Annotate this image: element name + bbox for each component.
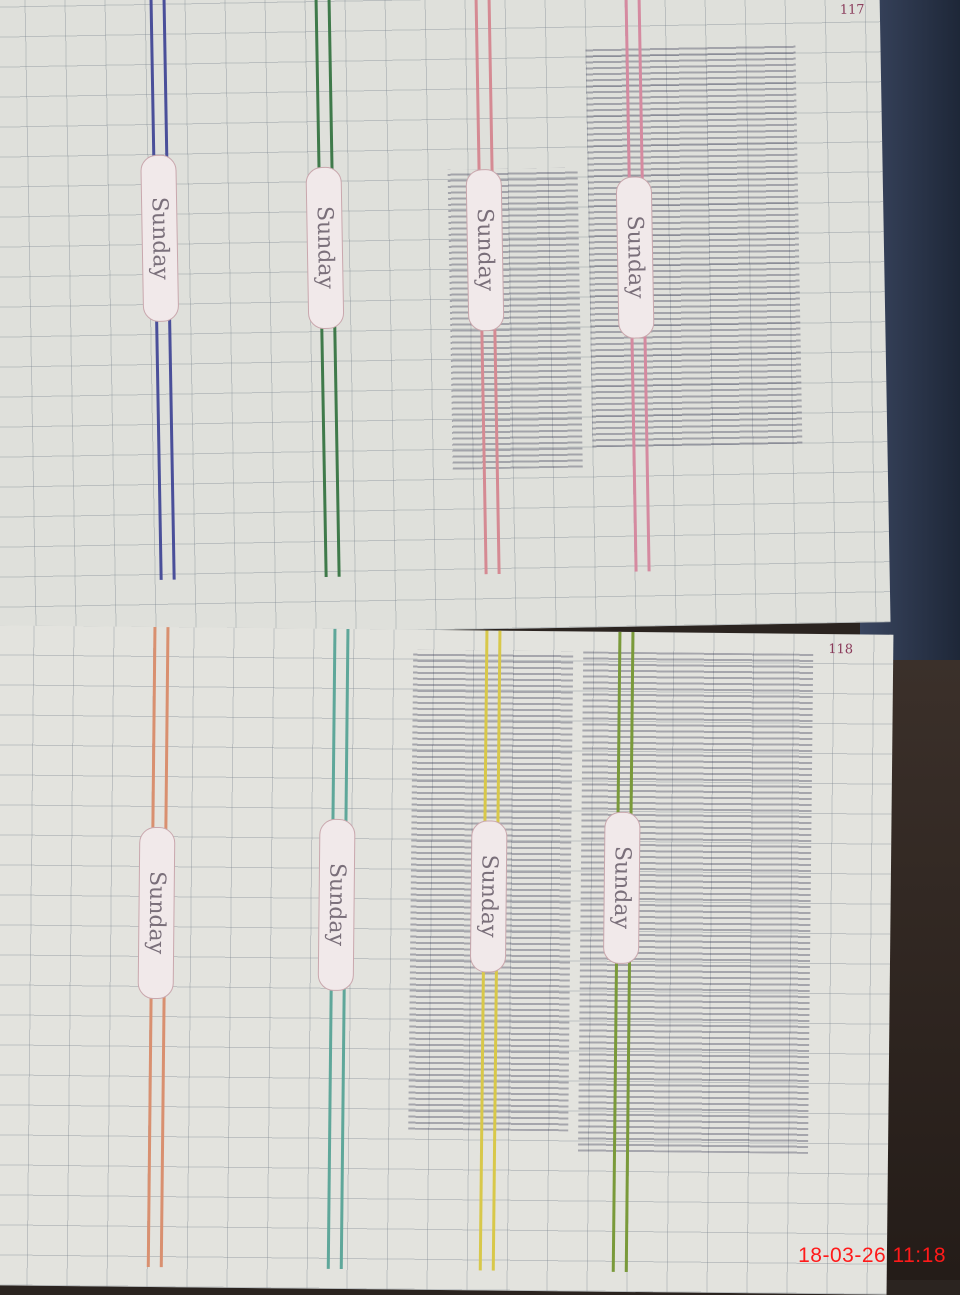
day-label: Sunday — [616, 176, 655, 339]
notebook-page-right: 118 Sunday Sunday Sunday Sunday — [0, 625, 893, 1294]
day-label: Sunday — [140, 155, 179, 323]
page-number: 118 — [828, 642, 853, 657]
day-label: Sunday — [466, 169, 505, 332]
notebook-page-left: 117 Sunday Sunday Sunday Sunday — [0, 0, 891, 638]
day-label: Sunday — [603, 812, 641, 964]
day-label: Sunday — [138, 827, 176, 999]
photo-timestamp: 18-03-26 11:18 — [798, 1244, 946, 1268]
day-label: Sunday — [305, 167, 344, 330]
day-label: Sunday — [318, 819, 356, 991]
page-number: 117 — [840, 3, 865, 18]
day-label: Sunday — [470, 820, 508, 972]
